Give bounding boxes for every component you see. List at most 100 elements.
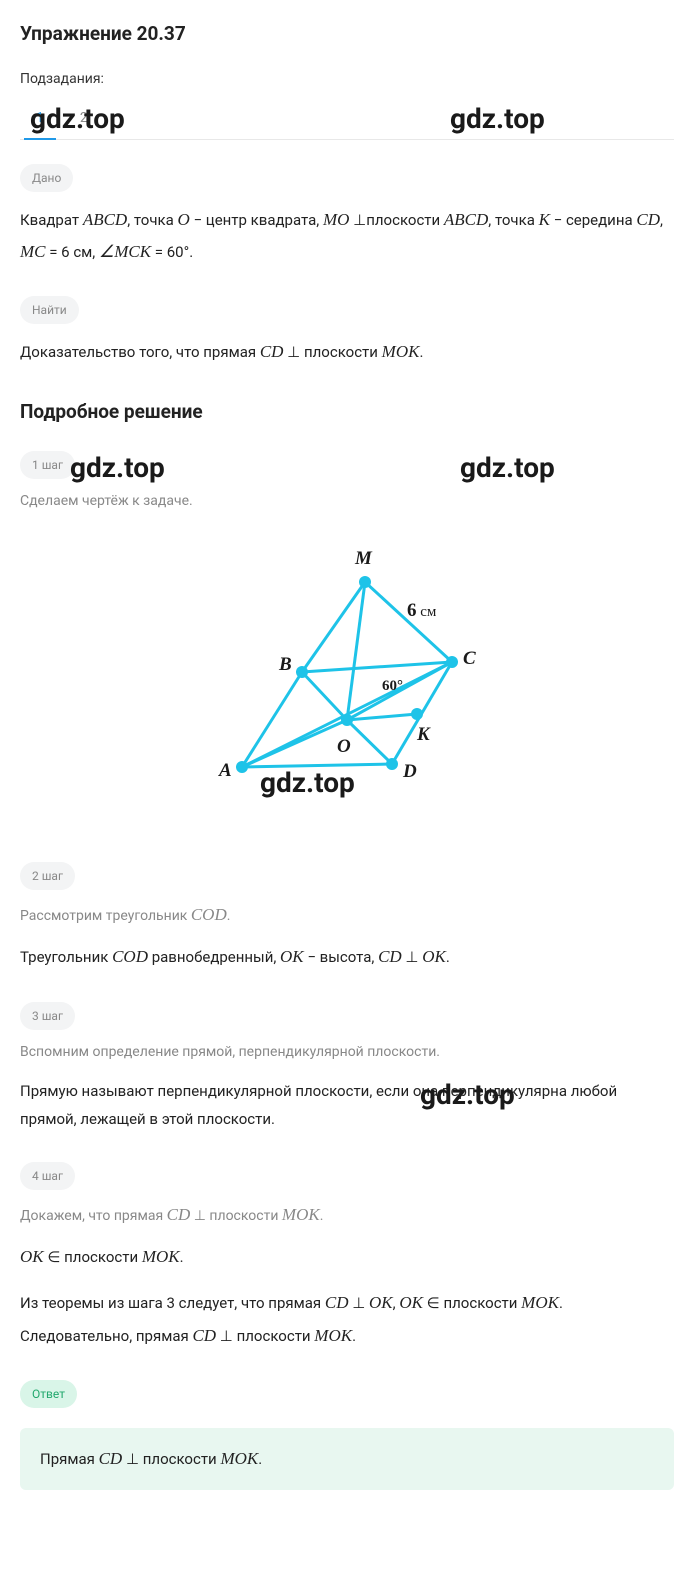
step-description: Рассмотрим треугольник COD. [20, 902, 674, 928]
math: CD [99, 1449, 123, 1468]
math: MOK [314, 1326, 352, 1345]
text: плоскости [209, 1208, 282, 1224]
text: . [258, 1450, 262, 1468]
math: MOK [521, 1293, 559, 1312]
svg-text:C: C [463, 648, 476, 669]
math: CD [260, 342, 284, 361]
text: = 6 см, [46, 243, 99, 261]
text: . [227, 908, 231, 924]
answer-box: Прямая CD ⊥ плоскости MOK. [20, 1428, 674, 1490]
step-content-2: Из теоремы из шага 3 следует, что прямая… [20, 1287, 674, 1352]
math: CD [192, 1326, 216, 1345]
find-section: Найти Доказательство того, что прямая CD… [20, 296, 674, 368]
step-pill: 3 шаг [20, 1002, 75, 1030]
text: плоскости [64, 1248, 142, 1266]
math: MOK [282, 1205, 320, 1224]
math: K [539, 210, 550, 229]
svg-text:D: D [402, 761, 417, 782]
svg-text:60°: 60° [382, 678, 403, 694]
math: COD [112, 947, 148, 966]
math: CD [636, 210, 660, 229]
text: . [180, 1248, 184, 1266]
math: MO [323, 210, 349, 229]
step-pill: 4 шаг [20, 1162, 75, 1190]
text: . [446, 948, 450, 966]
math: MC [20, 242, 46, 261]
step-2: 2 шаг Рассмотрим треугольник COD. Треуго… [20, 862, 674, 974]
text: 3 [167, 1294, 175, 1312]
math: COD [191, 905, 227, 924]
find-text: Доказательство того, что прямая CD ⊥ пло… [20, 336, 674, 368]
text: Треугольник [20, 948, 112, 966]
text: ⊥ [216, 1327, 237, 1345]
text: Прямая [40, 1450, 99, 1468]
math: O [178, 210, 190, 229]
text: ∈ [423, 1294, 444, 1312]
text: Квадрат [20, 211, 83, 229]
tab-2[interactable]: 2 [76, 102, 92, 139]
svg-text:K: K [416, 724, 431, 745]
svg-text:O: O [337, 736, 351, 757]
watermark: gdz.top [460, 447, 555, 489]
svg-text:A: A [218, 760, 232, 781]
text: ⊥ [283, 343, 304, 361]
svg-text:6 см: 6 см [407, 600, 437, 621]
text: Из теоремы из шага [20, 1294, 167, 1312]
text: плоскости [366, 211, 444, 229]
given-section: Дано Квадрат ABCD, точка O − центр квадр… [20, 164, 674, 269]
text: равнобедренный, [148, 948, 280, 966]
diagram: MBCADOK6 см60° gdz.top [20, 542, 674, 812]
find-pill: Найти [20, 296, 79, 324]
exercise-title: Упражнение 20.37 [20, 20, 674, 49]
subtasks-label: Подзадания: [20, 69, 674, 90]
text: ⊥ [190, 1208, 209, 1224]
step-content: Треугольник COD равнобедренный, OK − выс… [20, 941, 674, 973]
text: плоскости [443, 1294, 521, 1312]
math: CD [378, 947, 402, 966]
math: OK [422, 947, 446, 966]
step-description: Вспомним определение прямой, перпендикул… [20, 1042, 674, 1063]
text: , точка [127, 211, 177, 229]
text: , [660, 211, 663, 229]
tabs: 1 2 [20, 102, 674, 140]
math: ∠MCK [99, 242, 151, 261]
geometry-diagram: MBCADOK6 см60° [207, 542, 487, 812]
text: . [419, 343, 423, 361]
tab-1[interactable]: 1 [32, 102, 48, 139]
text: ∈ [44, 1248, 65, 1266]
watermark: gdz.top [70, 447, 165, 489]
step-1: 1 шаг gdz.top gdz.top Сделаем чертёж к з… [20, 451, 674, 512]
solution-title: Подробное решение [20, 398, 674, 427]
svg-text:M: M [354, 548, 373, 569]
step-description: Докажем, что прямая CD ⊥ плоскости MOK. [20, 1202, 674, 1228]
text: − середина [550, 211, 636, 229]
text: − центр квадрата, [190, 211, 323, 229]
step-description: Сделаем чертёж к задаче. [20, 491, 674, 512]
text: − высота, [304, 948, 378, 966]
math: OK [280, 947, 304, 966]
math: CD [325, 1293, 349, 1312]
answer-pill: Ответ [20, 1380, 77, 1408]
given-pill: Дано [20, 164, 73, 192]
math: CD [167, 1205, 191, 1224]
math: MOK [382, 342, 420, 361]
math: OK [399, 1293, 423, 1312]
step-content-1: OK ∈ плоскости MOK. [20, 1241, 674, 1273]
given-text: Квадрат ABCD, точка O − центр квадрата, … [20, 204, 674, 269]
math: OK [20, 1247, 44, 1266]
text: ⊥ [402, 948, 423, 966]
text: . [352, 1327, 356, 1345]
answer-section: Ответ Прямая CD ⊥ плоскости MOK. [20, 1380, 674, 1490]
text: плоскости [143, 1450, 221, 1468]
math: ABCD [444, 210, 488, 229]
step-3: 3 шаг Вспомним определение прямой, перпе… [20, 1002, 674, 1134]
text: . [320, 1208, 324, 1224]
math: OK [369, 1293, 393, 1312]
math: MOK [142, 1247, 180, 1266]
text: Рассмотрим треугольник [20, 908, 191, 924]
text: ⊥ [122, 1450, 143, 1468]
text: следует, что прямая [175, 1294, 325, 1312]
text: плоскости [237, 1327, 315, 1345]
step-4: 4 шаг Докажем, что прямая CD ⊥ плоскости… [20, 1162, 674, 1352]
text: , точка [488, 211, 538, 229]
